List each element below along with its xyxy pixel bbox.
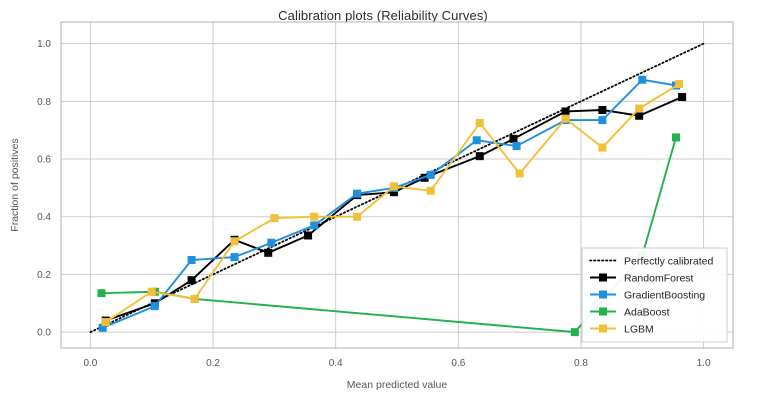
legend-label: RandomForest bbox=[624, 273, 694, 285]
data-point bbox=[426, 170, 435, 179]
data-point bbox=[635, 111, 644, 120]
x-tick-label-5: 1.0 bbox=[697, 358, 711, 369]
legend-label: LGBM bbox=[624, 324, 654, 336]
data-series bbox=[89, 42, 705, 337]
legend-swatch-marker bbox=[599, 273, 607, 282]
axes-frame bbox=[60, 21, 734, 349]
data-point bbox=[561, 107, 570, 116]
y-tick-label-0: 0.0 bbox=[37, 328, 51, 339]
data-point bbox=[230, 237, 239, 246]
y-tick-label-5: 1.0 bbox=[37, 39, 51, 50]
data-point bbox=[472, 136, 481, 145]
legend-item-gradientboosting[interactable]: GradientBoosting bbox=[590, 290, 705, 302]
data-point bbox=[598, 105, 607, 114]
x-tick-label-1: 0.2 bbox=[206, 358, 220, 369]
data-point bbox=[267, 238, 276, 247]
legend-label: AdaBoost bbox=[624, 307, 670, 319]
tick-labels: 0.0 0.2 0.4 0.6 0.8 1.0 0.0 0.2 0.4 0.6 0.8 1.0 bbox=[37, 39, 711, 369]
data-point bbox=[426, 186, 435, 195]
data-point bbox=[598, 143, 607, 152]
x-tick-label-4: 0.8 bbox=[574, 358, 588, 369]
y-tick-label-3: 0.6 bbox=[37, 155, 51, 166]
y-axis-label: Fraction of positives bbox=[9, 138, 21, 231]
legend-label: GradientBoosting bbox=[624, 290, 705, 302]
data-point bbox=[304, 231, 313, 240]
series-lgbm bbox=[101, 80, 684, 327]
axis-titles: Mean predicted value Fraction of positive… bbox=[9, 138, 447, 391]
data-point bbox=[187, 276, 196, 285]
data-point bbox=[638, 75, 647, 84]
data-point bbox=[270, 214, 279, 223]
legend-item-randomforest[interactable]: RandomForest bbox=[590, 273, 694, 285]
data-point bbox=[353, 189, 362, 198]
x-tick-label-0: 0.0 bbox=[83, 358, 97, 369]
legend-label: Perfectly calibrated bbox=[624, 256, 713, 268]
data-point bbox=[515, 169, 524, 178]
data-point bbox=[98, 323, 107, 332]
data-point bbox=[512, 142, 521, 151]
y-tick-label-4: 0.8 bbox=[37, 97, 51, 108]
data-point bbox=[97, 289, 106, 298]
legend-swatch-marker bbox=[599, 307, 607, 316]
data-point bbox=[635, 104, 644, 113]
chart-legend[interactable]: Perfectly calibrated RandomForest Gradient… bbox=[581, 247, 728, 343]
data-point bbox=[353, 212, 362, 221]
legend-item-adaboost[interactable]: AdaBoost bbox=[590, 307, 670, 319]
data-point bbox=[190, 294, 199, 303]
legend-swatch-marker bbox=[599, 324, 607, 333]
data-point bbox=[671, 133, 680, 142]
data-point bbox=[230, 253, 239, 262]
data-point bbox=[310, 221, 319, 230]
data-point bbox=[101, 318, 110, 327]
data-point bbox=[675, 80, 684, 89]
data-point bbox=[147, 287, 156, 296]
data-point bbox=[598, 116, 607, 125]
legend-item-lgbm[interactable]: LGBM bbox=[590, 324, 654, 336]
chart-title: Calibration plots (Reliability Curves) bbox=[278, 8, 488, 23]
legend-swatch-marker bbox=[599, 290, 607, 299]
data-point bbox=[310, 212, 319, 221]
data-point bbox=[187, 256, 196, 265]
series-line bbox=[101, 137, 677, 334]
data-point bbox=[264, 248, 273, 257]
y-tick-label-1: 0.2 bbox=[37, 270, 51, 281]
data-point bbox=[475, 118, 484, 127]
data-point bbox=[389, 188, 398, 197]
x-tick-label-3: 0.6 bbox=[451, 358, 465, 369]
x-axis-label: Mean predicted value bbox=[347, 379, 448, 391]
x-tick-label-2: 0.4 bbox=[329, 358, 343, 369]
data-point bbox=[475, 152, 484, 161]
data-point bbox=[570, 328, 579, 337]
plot-frame bbox=[60, 21, 734, 349]
data-point bbox=[150, 302, 159, 311]
y-tick-label-2: 0.4 bbox=[37, 212, 51, 223]
data-point bbox=[509, 134, 518, 143]
data-point bbox=[389, 182, 398, 191]
data-point bbox=[678, 93, 687, 102]
data-point bbox=[561, 114, 570, 123]
legend-item-perfectly-calibrated[interactable]: Perfectly calibrated bbox=[589, 256, 713, 268]
